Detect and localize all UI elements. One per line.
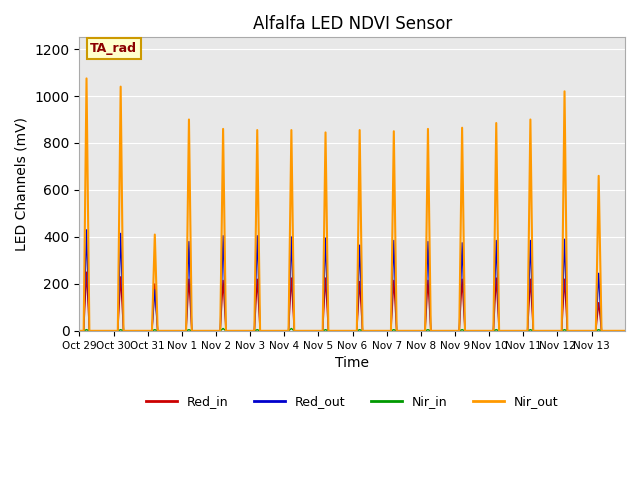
Red_in [268, 328, 275, 334]
Nir_in [288, 326, 296, 332]
Nir_in [409, 328, 417, 334]
Nir_in [76, 328, 83, 334]
Red_out [440, 328, 447, 334]
Legend: Red_in, Red_out, Nir_in, Nir_out: Red_in, Red_out, Nir_in, Nir_out [141, 390, 563, 413]
Red_in [76, 328, 83, 334]
Red_out [76, 328, 83, 334]
Red_in [241, 328, 248, 334]
Nir_in [220, 325, 227, 331]
Nir_out [288, 178, 296, 183]
Line: Nir_in: Nir_in [79, 328, 625, 331]
Nir_out [268, 328, 275, 334]
Line: Red_out: Red_out [79, 230, 625, 331]
Nir_in [140, 328, 147, 334]
Text: TA_rad: TA_rad [90, 42, 138, 55]
Nir_out [409, 328, 417, 334]
Red_out [409, 328, 417, 334]
Line: Red_in: Red_in [79, 272, 625, 331]
Red_in [621, 328, 629, 334]
X-axis label: Time: Time [335, 356, 369, 370]
Red_out [241, 328, 248, 334]
Red_out [621, 328, 629, 334]
Red_in [83, 269, 90, 275]
Nir_in [440, 328, 447, 334]
Red_in [288, 288, 296, 294]
Nir_out [140, 328, 148, 334]
Red_out [268, 328, 275, 334]
Nir_in [621, 328, 629, 334]
Nir_in [268, 328, 275, 334]
Nir_in [241, 328, 248, 334]
Red_in [409, 328, 417, 334]
Nir_out [440, 328, 447, 334]
Red_in [440, 328, 447, 334]
Y-axis label: LED Channels (mV): LED Channels (mV) [15, 117, 29, 251]
Red_out [83, 227, 90, 233]
Nir_out [621, 328, 629, 334]
Red_out [140, 328, 148, 334]
Nir_out [83, 75, 90, 81]
Nir_out [241, 328, 248, 334]
Red_out [288, 257, 296, 263]
Nir_out [76, 328, 83, 334]
Line: Nir_out: Nir_out [79, 78, 625, 331]
Red_in [140, 328, 148, 334]
Title: Alfalfa LED NDVI Sensor: Alfalfa LED NDVI Sensor [253, 15, 452, 33]
